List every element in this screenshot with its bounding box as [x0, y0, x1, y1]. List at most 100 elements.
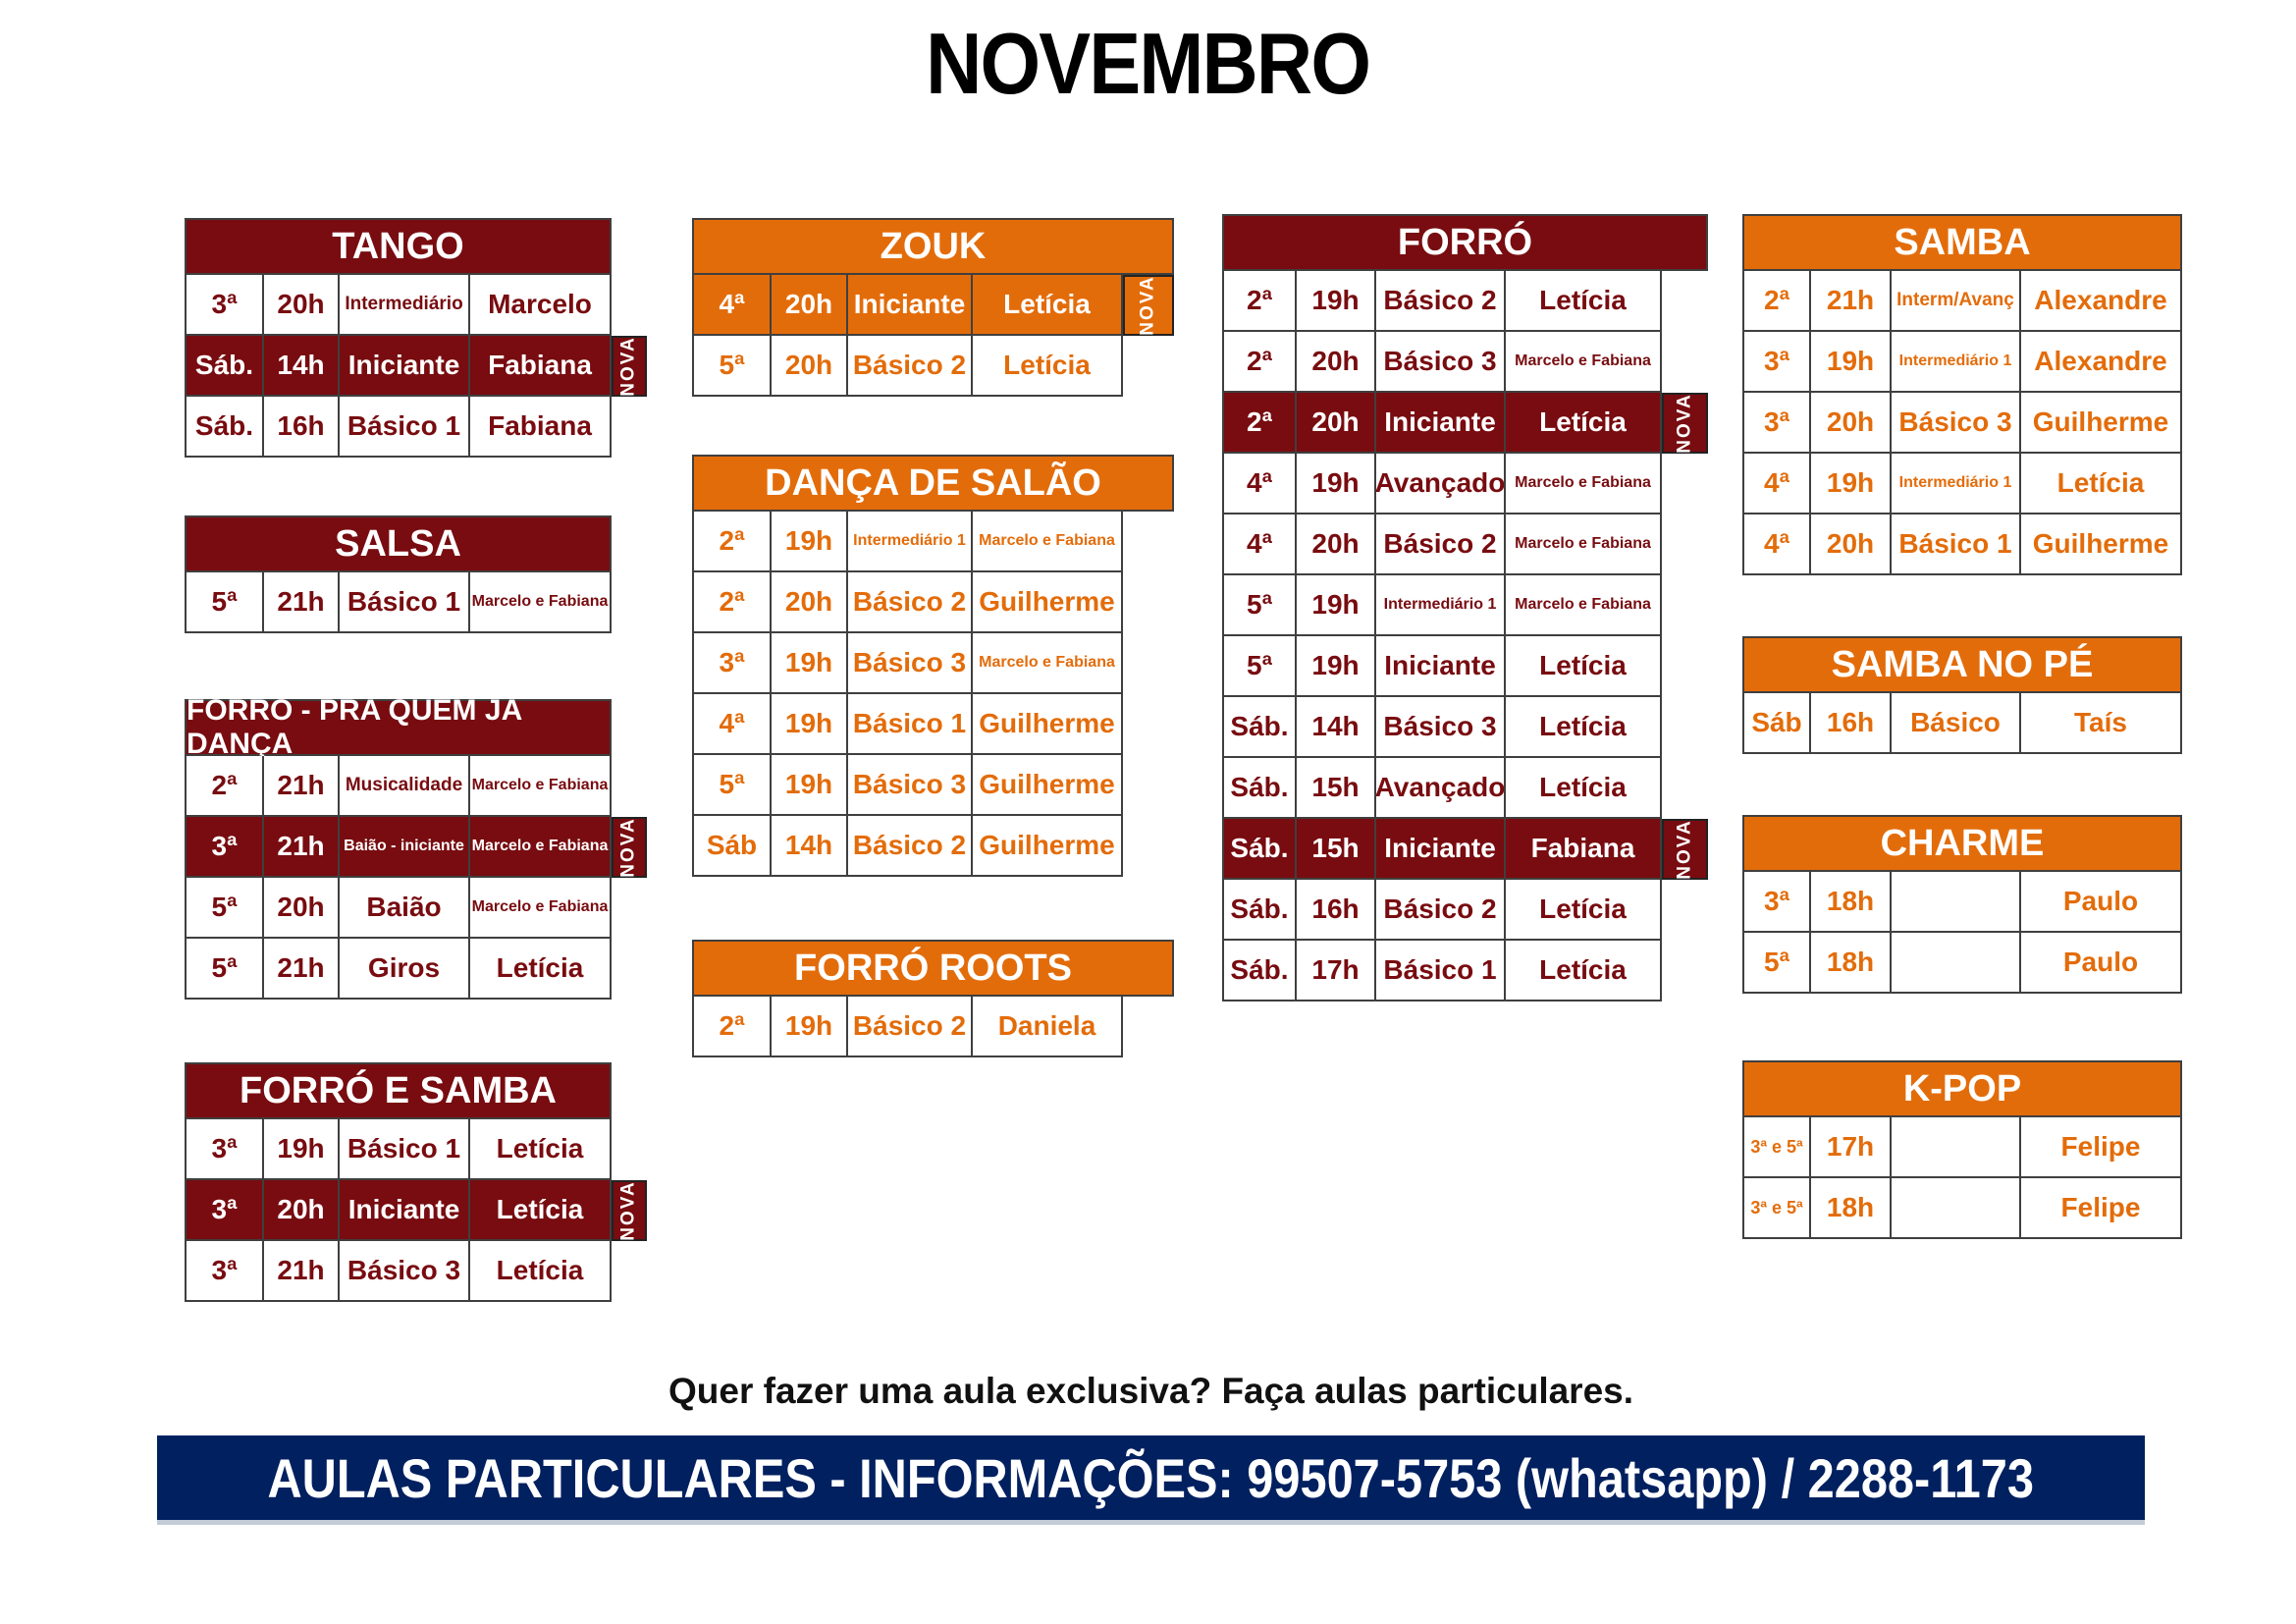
table-zouk-title: ZOUK [880, 225, 987, 267]
cell-level: Básico 3 [1376, 332, 1506, 393]
cell-level: Básico 2 [848, 816, 973, 877]
cell-time: 20h [264, 275, 340, 336]
table-forro: FORRÓ NOVA NOVA 2ª 19h Básico 2 Letícia 2ª 20h Bá… [1222, 214, 1708, 1001]
cell-day: 2ª [1224, 332, 1297, 393]
cell-level: Básico 1 [848, 694, 973, 755]
cell-time: 18h [1811, 1178, 1892, 1239]
cell-day: 5ª [1224, 636, 1297, 697]
cell-teacher: Felipe [2021, 1117, 2182, 1178]
cell-level [1892, 1178, 2021, 1239]
cell-time: 21h [264, 756, 340, 817]
nova-tag: NOVA [612, 817, 647, 878]
cell-day: 3ª [1744, 393, 1811, 454]
table-samba-no-pe-header: SAMBA NO PÉ [1742, 636, 2182, 693]
cell-level: Interm/Avanç [1892, 271, 2021, 332]
table-danca-de-salao-title: DANÇA DE SALÃO [765, 461, 1101, 504]
cell-level: Básico 2 [1376, 880, 1506, 941]
cell-teacher: Paulo [2021, 872, 2182, 933]
cell-time: 20h [264, 1180, 340, 1241]
cell-day: Sáb. [1224, 941, 1297, 1001]
table-charme: CHARME 3ª 18h Paulo 5ª 18h Paulo [1742, 815, 2184, 994]
cell-teacher: Letícia [1506, 636, 1662, 697]
cell-time: 20h [264, 878, 340, 939]
table-forro-header: FORRÓ [1222, 214, 1708, 271]
cell-level: Básico 1 [1892, 514, 2021, 575]
table-forro-roots-body: 2ª 19h Básico 2 Daniela [692, 997, 1125, 1057]
table-row: 5ª 18h Paulo [1744, 933, 2184, 994]
cell-day: 5ª [694, 755, 772, 816]
table-row: 5ª 19h Básico 3 Guilherme [694, 755, 1125, 816]
table-row: 2ª 20h Básico 3 Marcelo e Fabiana [1224, 332, 1664, 393]
cell-teacher: Daniela [973, 997, 1123, 1057]
cell-teacher: Paulo [2021, 933, 2182, 994]
table-row: 4ª 19h Intermediário 1 Letícia [1744, 454, 2184, 514]
table-row: 5ª 19h Iniciante Letícia [1224, 636, 1664, 697]
cell-level: Básico [1892, 693, 2021, 754]
cell-teacher: Letícia [1506, 880, 1662, 941]
table-forro-pra-quem-body: 2ª 21h Musicalidade Marcelo e Fabiana 3ª 21h B… [185, 756, 614, 1000]
cell-day: Sáb. [1224, 758, 1297, 819]
table-salsa-title: SALSA [335, 522, 461, 565]
table-row: Sáb. 14h Básico 3 Letícia [1224, 697, 1664, 758]
table-row: 3ª e 5ª 18h Felipe [1744, 1178, 2184, 1239]
nova-tag-label: NOVA [1674, 819, 1695, 880]
table-row: 3ª 21h Baião - iniciante Marcelo e Fabiana [187, 817, 614, 878]
table-charme-header: CHARME [1742, 815, 2182, 872]
cell-teacher: Letícia [470, 939, 612, 1000]
table-row: 2ª 19h Básico 2 Daniela [694, 997, 1125, 1057]
cell-time: 16h [264, 397, 340, 458]
cell-day: 3ª [187, 1180, 264, 1241]
cell-day: 2ª [187, 756, 264, 817]
cell-teacher: Marcelo e Fabiana [470, 817, 612, 878]
cell-time: 19h [772, 755, 848, 816]
table-row: 3ª 20h Iniciante Letícia [187, 1180, 614, 1241]
table-row: 2ª 20h Iniciante Letícia [1224, 393, 1664, 454]
table-samba-body: 2ª 21h Interm/Avanç Alexandre 3ª 19h Intermedi… [1742, 271, 2184, 575]
cell-level: Básico 2 [848, 336, 973, 397]
cell-time: 19h [772, 997, 848, 1057]
cell-teacher: Letícia [973, 336, 1123, 397]
cell-time: 14h [772, 816, 848, 877]
table-tango-body: 3ª 20h Intermediário Marcelo Sáb. 14h Iniciant… [185, 275, 614, 458]
nova-tag-label: NOVA [618, 1180, 640, 1241]
cell-time: 15h [1297, 819, 1376, 880]
cell-time: 21h [1811, 271, 1892, 332]
nova-tag: NOVA [612, 336, 647, 397]
cell-level: Básico 3 [340, 1241, 470, 1302]
cell-time: 16h [1811, 693, 1892, 754]
table-samba-no-pe: SAMBA NO PÉ Sáb 16h Básico Taís [1742, 636, 2184, 754]
table-row: Sáb 14h Básico 2 Guilherme [694, 816, 1125, 877]
cell-level: Básico 3 [848, 633, 973, 694]
table-row: 3ª 19h Básico 1 Letícia [187, 1119, 614, 1180]
footer-banner-text: AULAS PARTICULARES - INFORMAÇÕES: 99507-… [267, 1446, 2035, 1509]
cell-day: 2ª [694, 572, 772, 633]
nova-tag-label: NOVA [618, 336, 640, 397]
nova-tag-label: NOVA [1138, 275, 1159, 336]
cell-time: 19h [1297, 575, 1376, 636]
cell-level: Avançado [1376, 758, 1506, 819]
cell-teacher: Letícia [1506, 393, 1662, 454]
table-row: 4ª 20h Iniciante Letícia [694, 275, 1125, 336]
table-row: 2ª 20h Básico 2 Guilherme [694, 572, 1125, 633]
cell-teacher: Letícia [1506, 941, 1662, 1001]
table-row: 3ª 19h Básico 3 Marcelo e Fabiana [694, 633, 1125, 694]
table-row: 4ª 20h Básico 2 Marcelo e Fabiana [1224, 514, 1664, 575]
table-forro-pra-quem-title: FORRÓ - PRA QUEM JÁ DANÇA [187, 694, 523, 760]
table-forro-pra-quem: FORRÓ - PRA QUEM JÁ DANÇA NOVA 2ª 21h Musica… [185, 694, 647, 1000]
cell-time: 19h [264, 1119, 340, 1180]
table-samba-title: SAMBA [1894, 221, 2031, 263]
table-forro-e-samba: FORRÓ E SAMBA NOVA 3ª 19h Básico 1 Letícia 3ª 2… [185, 1062, 647, 1302]
cell-day: 5ª [187, 572, 264, 633]
cell-day: 2ª [694, 997, 772, 1057]
cell-teacher: Marcelo [470, 275, 612, 336]
cell-time: 20h [772, 572, 848, 633]
cell-day: 4ª [694, 275, 772, 336]
table-row: Sáb. 16h Básico 1 Fabiana [187, 397, 614, 458]
cell-level: Básico 2 [848, 572, 973, 633]
cell-teacher: Letícia [470, 1241, 612, 1302]
cell-day: Sáb. [1224, 880, 1297, 941]
table-row: 3ª 20h Básico 3 Guilherme [1744, 393, 2184, 454]
cell-day: 3ª [187, 1241, 264, 1302]
table-row: 3ª 20h Intermediário Marcelo [187, 275, 614, 336]
